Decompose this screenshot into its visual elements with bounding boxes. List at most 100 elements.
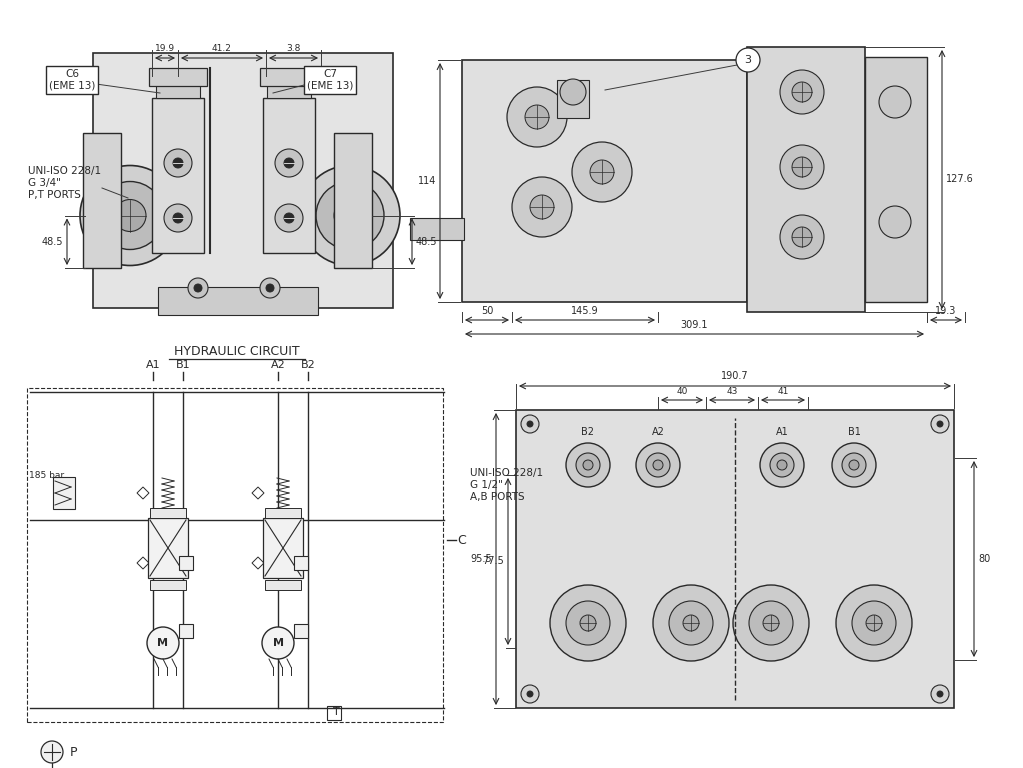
- Circle shape: [763, 615, 779, 631]
- Circle shape: [937, 421, 943, 427]
- Text: 185 bar: 185 bar: [29, 471, 64, 479]
- Bar: [865, 57, 927, 302]
- Circle shape: [780, 215, 824, 259]
- Circle shape: [566, 601, 610, 645]
- Circle shape: [284, 158, 294, 168]
- Bar: [155, 76, 201, 98]
- Circle shape: [147, 627, 179, 659]
- Text: UNI-ISO 228/1
G 3/4"
P,T PORTS: UNI-ISO 228/1 G 3/4" P,T PORTS: [28, 167, 101, 200]
- Circle shape: [173, 158, 183, 168]
- Bar: [333, 133, 372, 268]
- Circle shape: [188, 278, 208, 298]
- Bar: [150, 508, 186, 518]
- Text: 3.8: 3.8: [286, 44, 301, 53]
- Text: C6
(EME 13): C6 (EME 13): [49, 69, 95, 91]
- Circle shape: [572, 142, 632, 202]
- Bar: [747, 47, 865, 312]
- Circle shape: [792, 157, 812, 177]
- Circle shape: [866, 615, 882, 631]
- Text: 41.2: 41.2: [212, 44, 232, 53]
- Circle shape: [560, 79, 586, 105]
- Circle shape: [849, 460, 859, 470]
- Bar: [271, 70, 307, 78]
- Text: B1: B1: [176, 360, 190, 370]
- Circle shape: [879, 206, 911, 238]
- Circle shape: [96, 181, 164, 250]
- Bar: [83, 133, 121, 268]
- Bar: [516, 410, 954, 708]
- Text: 77.5: 77.5: [482, 557, 504, 567]
- Text: 80: 80: [978, 554, 990, 564]
- Circle shape: [266, 284, 274, 292]
- Text: 145.9: 145.9: [571, 306, 598, 316]
- Bar: [462, 60, 747, 302]
- Bar: [294, 624, 308, 638]
- Circle shape: [836, 585, 911, 661]
- Text: A2: A2: [652, 427, 664, 437]
- Bar: [410, 218, 464, 240]
- Bar: [160, 70, 196, 78]
- Circle shape: [590, 160, 614, 184]
- Text: 19.3: 19.3: [935, 306, 957, 316]
- Circle shape: [550, 585, 626, 661]
- Circle shape: [164, 149, 192, 177]
- Circle shape: [780, 70, 824, 114]
- Bar: [93, 53, 393, 308]
- Bar: [294, 556, 308, 570]
- Circle shape: [683, 615, 699, 631]
- Circle shape: [937, 691, 943, 697]
- Circle shape: [842, 453, 866, 477]
- Text: 41: 41: [777, 387, 789, 396]
- Circle shape: [636, 443, 680, 487]
- Bar: [149, 68, 207, 86]
- Circle shape: [749, 601, 793, 645]
- Circle shape: [832, 443, 876, 487]
- Circle shape: [646, 453, 670, 477]
- Circle shape: [525, 105, 549, 129]
- Bar: [265, 580, 301, 590]
- Text: 48.5: 48.5: [42, 237, 63, 247]
- Circle shape: [275, 204, 303, 232]
- Circle shape: [284, 213, 294, 223]
- Bar: [263, 98, 315, 253]
- Bar: [150, 580, 186, 590]
- Text: C7
(EME 13): C7 (EME 13): [307, 69, 353, 91]
- Circle shape: [262, 627, 294, 659]
- Text: 95.5: 95.5: [471, 554, 492, 564]
- Text: A1: A1: [775, 427, 789, 437]
- Text: M: M: [272, 638, 283, 648]
- Circle shape: [194, 284, 202, 292]
- Circle shape: [669, 601, 713, 645]
- Text: 19.9: 19.9: [154, 44, 175, 53]
- Circle shape: [173, 213, 183, 223]
- Circle shape: [770, 453, 794, 477]
- Circle shape: [80, 165, 180, 266]
- Bar: [27, 388, 443, 722]
- Circle shape: [931, 415, 949, 433]
- Circle shape: [733, 585, 809, 661]
- Circle shape: [507, 87, 567, 147]
- Text: 190.7: 190.7: [721, 371, 749, 381]
- Circle shape: [576, 453, 601, 477]
- Bar: [148, 518, 188, 578]
- Circle shape: [316, 181, 384, 250]
- Bar: [327, 706, 341, 720]
- Text: P: P: [70, 746, 78, 759]
- Text: 309.1: 309.1: [680, 320, 708, 330]
- Bar: [53, 477, 75, 509]
- Circle shape: [333, 200, 366, 231]
- Text: M: M: [158, 638, 169, 648]
- Circle shape: [780, 145, 824, 189]
- Bar: [179, 556, 193, 570]
- Bar: [265, 508, 301, 518]
- Text: 48.5: 48.5: [416, 237, 438, 247]
- Bar: [179, 624, 193, 638]
- Text: A2: A2: [271, 360, 285, 370]
- Text: B2: B2: [581, 427, 594, 437]
- Circle shape: [792, 82, 812, 102]
- Bar: [152, 98, 204, 253]
- Circle shape: [583, 460, 593, 470]
- Circle shape: [852, 601, 896, 645]
- Circle shape: [41, 741, 63, 763]
- Bar: [158, 287, 318, 315]
